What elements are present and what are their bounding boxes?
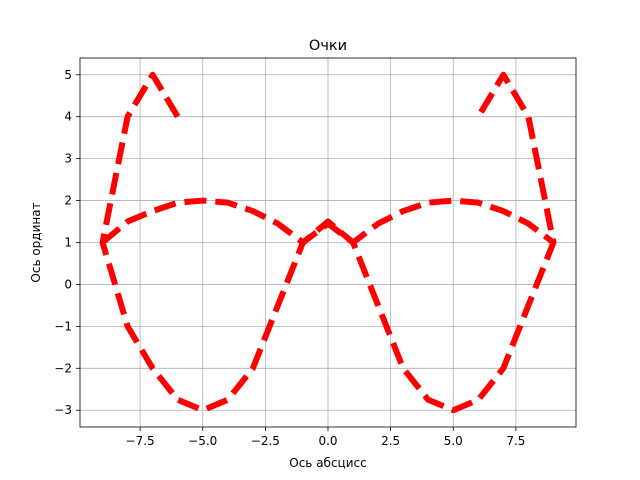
series-line-2 bbox=[100, 197, 556, 246]
x-axis-label: Ось абсцисс bbox=[289, 456, 366, 470]
y-axis-label: Ось ординат bbox=[29, 202, 43, 282]
x-tick-label: 7.5 bbox=[506, 434, 525, 448]
y-tick-label: 5 bbox=[64, 68, 72, 82]
x-tick-label: 0.0 bbox=[318, 434, 337, 448]
x-tick-label: 2.5 bbox=[381, 434, 400, 448]
y-tick-label: −3 bbox=[54, 403, 72, 417]
x-tick-label: −5.0 bbox=[188, 434, 217, 448]
y-tick-label: −2 bbox=[54, 361, 72, 375]
y-tick-label: 1 bbox=[64, 236, 72, 250]
grid bbox=[80, 58, 576, 427]
y-tick-label: 0 bbox=[64, 277, 72, 291]
y-tick-label: −1 bbox=[54, 319, 72, 333]
chart-title: Очки bbox=[309, 38, 347, 54]
x-tick-label: −2.5 bbox=[251, 434, 280, 448]
x-tick-label: −7.5 bbox=[126, 434, 155, 448]
ticks: −7.5 −5.0 −2.5 0.0 2.5 5.0 7.5 −3 −2 −1 0 1 2 3 4 5 bbox=[54, 68, 525, 448]
plot-lines bbox=[99, 71, 557, 414]
y-tick-label: 3 bbox=[64, 152, 72, 166]
y-tick-label: 4 bbox=[64, 110, 72, 124]
x-tick-label: 5.0 bbox=[444, 434, 463, 448]
y-tick-label: 2 bbox=[64, 194, 72, 208]
